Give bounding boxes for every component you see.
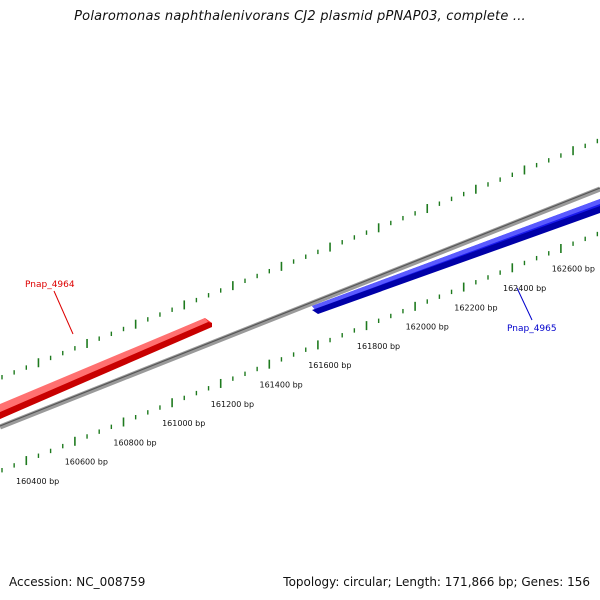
gene-pnap-4964[interactable] xyxy=(0,318,212,419)
scale-label: 162400 bp xyxy=(503,284,546,293)
topology-text: Topology: circular; Length: 171,866 bp; … xyxy=(283,575,590,589)
scale-label: 161400 bp xyxy=(260,381,303,390)
scale-labels: 160400 bp 160600 bp 160800 bp 161000 bp 1612… xyxy=(16,265,595,486)
scale-label: 160800 bp xyxy=(113,438,156,447)
scale-label: 160600 bp xyxy=(65,458,108,467)
gene-pnap-4965[interactable] xyxy=(312,199,600,314)
outer-tick-track xyxy=(1,138,599,380)
plasmid-backbone xyxy=(0,186,600,430)
leader-line-pnap-4965 xyxy=(516,287,533,321)
gene-label-pnap-4965[interactable]: Pnap_4965 xyxy=(507,324,557,334)
scale-label: 161800 bp xyxy=(357,342,400,351)
scale-label: 161200 bp xyxy=(211,400,254,409)
leader-line-pnap-4964 xyxy=(53,290,74,335)
map-title: Polaromonas naphthalenivorans CJ2 plasmi… xyxy=(74,9,526,24)
gene-label-pnap-4964[interactable]: Pnap_4964 xyxy=(25,280,75,290)
scale-label: 161000 bp xyxy=(162,419,205,428)
scale-label: 162600 bp xyxy=(552,265,595,274)
inner-tick-track xyxy=(1,231,599,473)
scale-label: 162200 bp xyxy=(454,303,497,312)
scale-label: 161600 bp xyxy=(308,361,351,370)
scale-label: 162000 bp xyxy=(406,323,449,332)
accession-text: Accession: NC_008759 xyxy=(9,575,146,589)
scale-label: 160400 bp xyxy=(16,477,59,486)
